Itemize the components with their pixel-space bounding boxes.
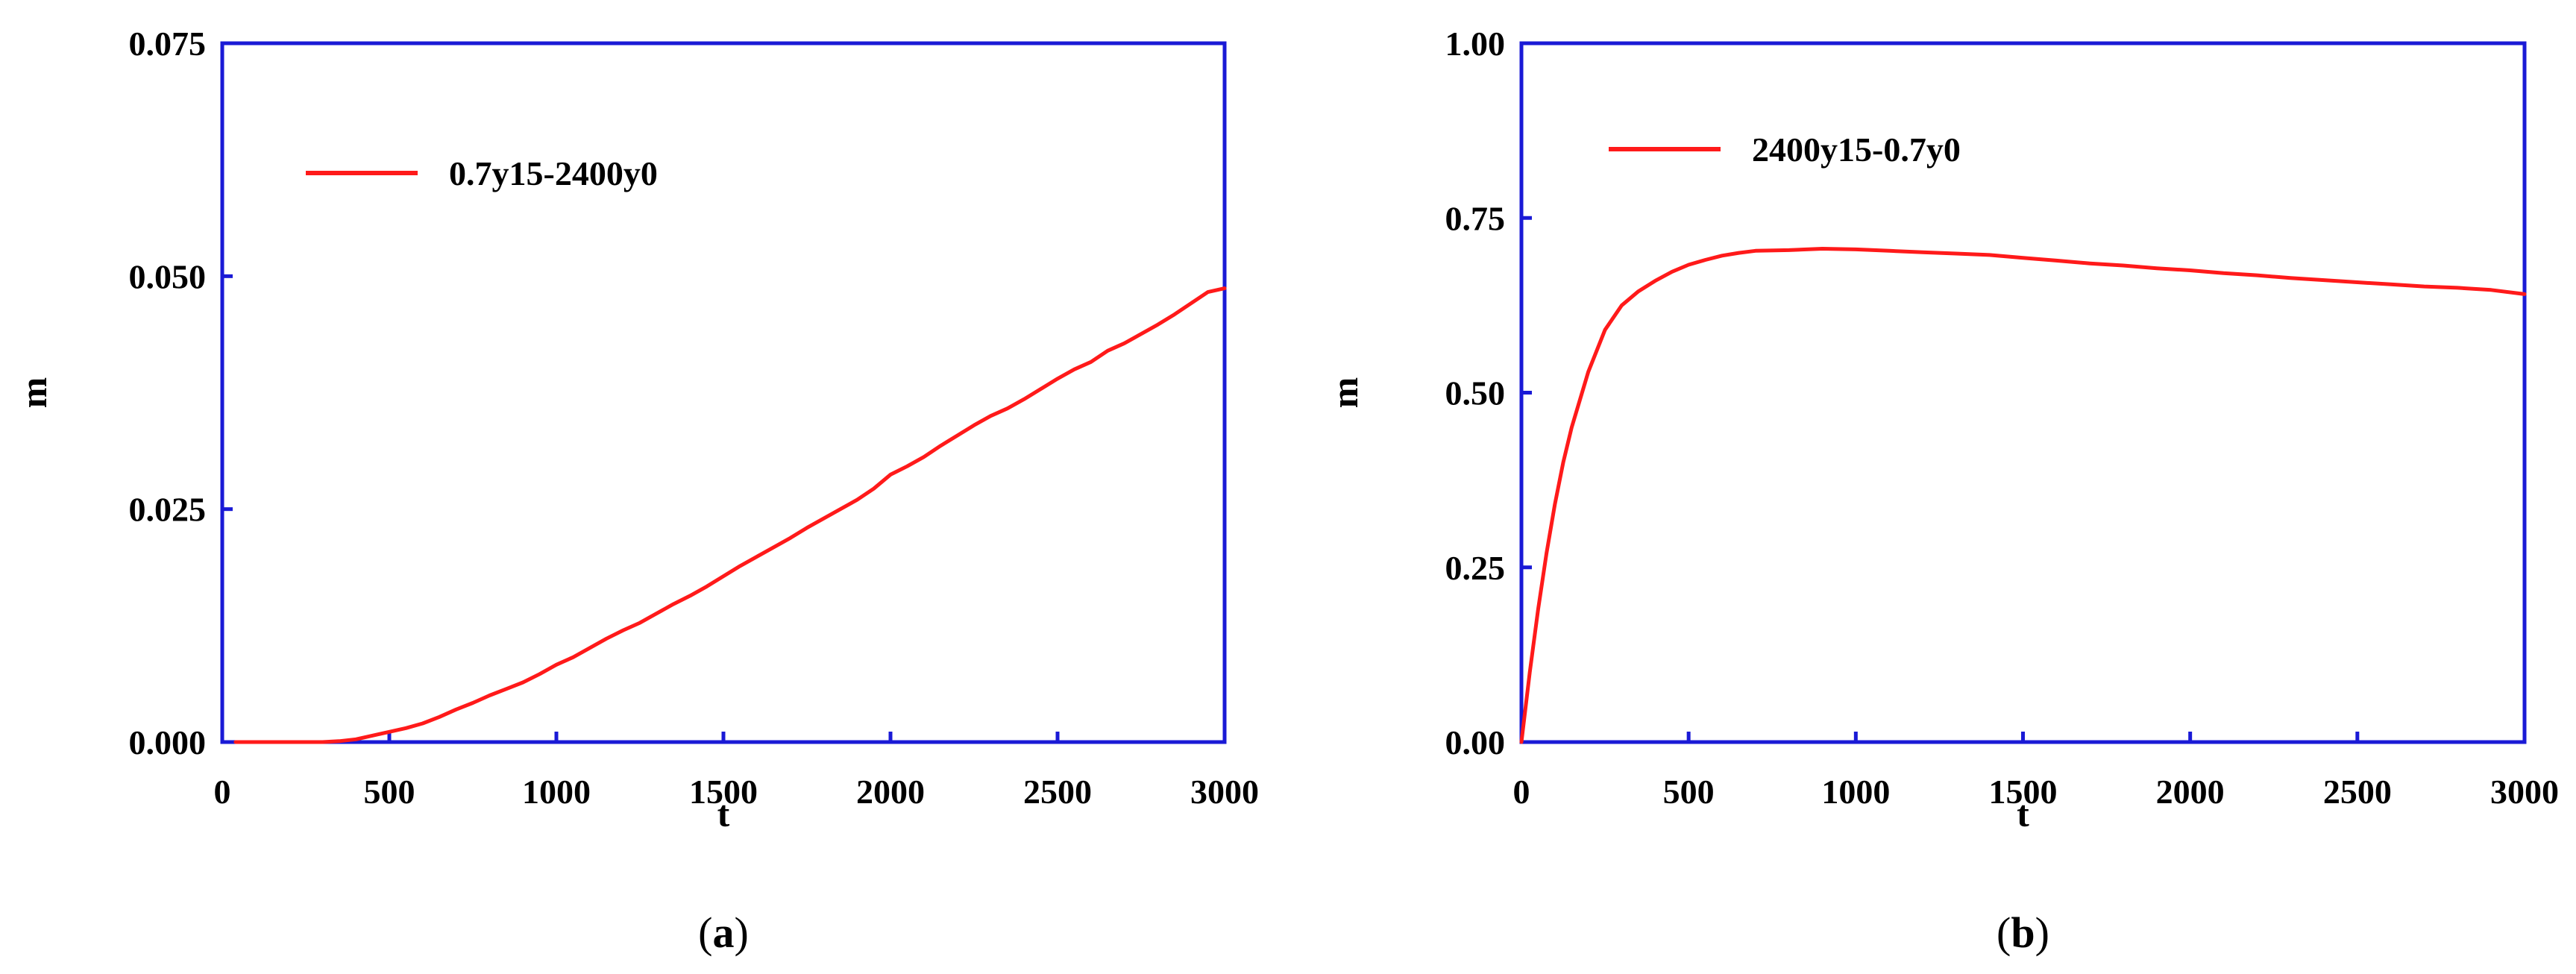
x-tick-label: 1500 [689,773,758,811]
panel-b-chart: 0 500 1000 1500 2000 2500 3000 0.00 0.25 0.50 0.75… [1324,25,2559,957]
x-tick-label: 2000 [2156,773,2225,811]
y-tick-label: 0.050 [129,257,207,295]
y-tick-label: 0.25 [1445,549,1506,587]
y-tick-label: 0.00 [1445,723,1506,761]
x-tick-label: 2500 [2323,773,2392,811]
caption-close-paren: ) [2035,908,2049,957]
y-tick-label: 0.075 [129,25,207,63]
panel-caption: (b) [1997,908,2049,957]
x-tick-label: 500 [1663,773,1715,811]
x-tick-label: 1000 [522,773,591,811]
x-tick-label: 1500 [1989,773,2058,811]
y-axis-label: m [13,377,54,409]
y-tick-label: 0.025 [129,491,207,529]
caption-open-paren: ( [698,908,712,957]
y-tick-label: 0.50 [1445,374,1506,412]
caption-open-paren: ( [1997,908,2011,957]
y-tick-label: 1.00 [1445,25,1506,63]
y-tick-label: 0.75 [1445,199,1506,237]
x-tick-label: 2500 [1023,773,1092,811]
y-axis-label: m [1324,377,1366,409]
x-axis-label: t [2017,793,2029,835]
x-tick-label: 3000 [1190,773,1259,811]
legend-label: 2400y15-0.7y0 [1752,131,1961,169]
caption-close-paren: ) [735,908,749,957]
legend-label: 0.7y15-2400y0 [449,154,658,192]
caption-letter: a [713,908,735,957]
panel-caption: (a) [698,908,749,957]
series-line [1519,247,2527,744]
series-line [233,286,1227,744]
x-tick-label: 1000 [1821,773,1890,811]
x-axis-label: t [717,793,730,835]
x-tick-label: 3000 [2490,773,2559,811]
y-tick-label: 0.000 [129,723,207,761]
x-tick-label: 500 [364,773,415,811]
plot-frame [220,41,1227,744]
panel-a-chart: 0 500 1000 1500 2000 2500 3000 0.000 0.025 0.050 0… [13,25,1259,957]
caption-letter: b [2011,908,2035,957]
x-tick-label: 0 [214,773,231,811]
x-tick-label: 0 [1513,773,1530,811]
x-tick-label: 2000 [856,773,925,811]
